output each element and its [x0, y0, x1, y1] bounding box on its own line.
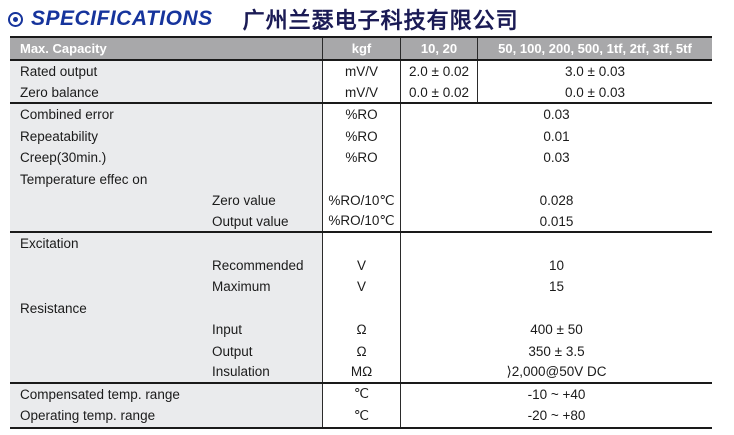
- table-row: Creep(30min.) %RO 0.03: [10, 147, 712, 169]
- row-unit: mV/V: [322, 82, 400, 102]
- row-label: Zero balance: [10, 82, 322, 102]
- table-row: Output Ω 350 ± 3.5: [10, 340, 712, 362]
- row-unit: Ω: [322, 340, 400, 362]
- row-value: 10: [400, 254, 712, 276]
- row-unit: Ω: [322, 319, 400, 341]
- row-unit: MΩ: [322, 362, 400, 382]
- row-unit: V: [322, 254, 400, 276]
- table-row: Resistance: [10, 297, 712, 319]
- row-value: -20 ~ +80: [400, 405, 712, 427]
- bullseye-icon: [8, 11, 23, 27]
- row-unit: V: [322, 276, 400, 298]
- table-row: Insulation MΩ ⟩2,000@50V DC: [10, 362, 712, 384]
- row-value: 350 ± 3.5: [400, 340, 712, 362]
- title-bar: SPECIFICATIONS 广州兰瑟电子科技有限公司: [8, 4, 519, 34]
- row-value: 15: [400, 276, 712, 298]
- row-value-high: 0.0 ± 0.03: [477, 82, 712, 102]
- row-unit: %RO: [322, 125, 400, 147]
- row-value: 0.03: [400, 147, 712, 169]
- company-name: 广州兰瑟电子科技有限公司: [242, 8, 519, 33]
- row-label: Zero value: [10, 190, 322, 212]
- row-value: [400, 168, 712, 190]
- row-label: Rated output: [10, 61, 322, 83]
- row-value: -10 ~ +40: [400, 383, 712, 405]
- row-unit: [322, 297, 400, 319]
- header-range-low: 10, 20: [400, 38, 477, 59]
- row-unit: ℃: [322, 383, 400, 405]
- row-label: Compensated temp. range: [10, 383, 322, 405]
- row-unit: mV/V: [322, 61, 400, 83]
- table-row: Repeatability %RO 0.01: [10, 125, 712, 147]
- row-unit: ℃: [322, 405, 400, 427]
- row-value: [400, 297, 712, 319]
- table-row: Compensated temp. range ℃ -10 ~ +40: [10, 383, 712, 405]
- row-value: 0.028: [400, 190, 712, 212]
- row-unit: [322, 233, 400, 255]
- table-row: Input Ω 400 ± 50: [10, 319, 712, 341]
- table-row: Operating temp. range ℃ -20 ~ +80: [10, 405, 712, 427]
- table-row: Recommended V 10: [10, 254, 712, 276]
- row-label: Resistance: [10, 297, 322, 319]
- table-row: Combined error %RO 0.03: [10, 104, 712, 126]
- row-label: Output value: [10, 211, 322, 231]
- row-value: [400, 233, 712, 255]
- row-label: Excitation: [10, 233, 322, 255]
- page-title: SPECIFICATIONS: [31, 7, 213, 30]
- table-body: Rated output mV/V 2.0 ± 0.02 3.0 ± 0.03 Zero…: [10, 61, 712, 427]
- row-label: Combined error: [10, 104, 322, 126]
- row-value: 400 ± 50: [400, 319, 712, 341]
- row-unit: %RO: [322, 104, 400, 126]
- spec-table: Max. Capacity kgf 10, 20 50, 100, 200, 5…: [10, 36, 712, 429]
- row-label: Creep(30min.): [10, 147, 322, 169]
- table-header: Max. Capacity kgf 10, 20 50, 100, 200, 5…: [10, 38, 712, 61]
- row-unit: [322, 168, 400, 190]
- table-row: Rated output mV/V 2.0 ± 0.02 3.0 ± 0.03: [10, 61, 712, 83]
- table-row: Zero balance mV/V 0.0 ± 0.02 0.0 ± 0.03: [10, 82, 712, 104]
- header-range-high: 50, 100, 200, 500, 1tf, 2tf, 3tf, 5tf: [477, 38, 712, 59]
- table-row: Temperature effec on: [10, 168, 712, 190]
- row-label: Recommended: [10, 254, 322, 276]
- row-label: Output: [10, 340, 322, 362]
- row-value: ⟩2,000@50V DC: [400, 362, 712, 382]
- row-label: Insulation: [10, 362, 322, 382]
- table-row: Zero value %RO/10℃ 0.028: [10, 190, 712, 212]
- row-label: Temperature effec on: [10, 168, 322, 190]
- row-value: 0.01: [400, 125, 712, 147]
- row-value-low: 0.0 ± 0.02: [400, 82, 477, 102]
- table-row: Output value %RO/10℃ 0.015: [10, 211, 712, 233]
- row-value-low: 2.0 ± 0.02: [400, 61, 477, 83]
- row-unit: %RO/10℃: [322, 190, 400, 212]
- row-value: 0.03: [400, 104, 712, 126]
- row-value: 0.015: [400, 211, 712, 231]
- row-label: Maximum: [10, 276, 322, 298]
- row-label: Operating temp. range: [10, 405, 322, 427]
- table-row: Maximum V 15: [10, 276, 712, 298]
- row-value-high: 3.0 ± 0.03: [477, 61, 712, 83]
- row-label: Input: [10, 319, 322, 341]
- row-unit: %RO/10℃: [322, 211, 400, 231]
- table-row: Excitation: [10, 233, 712, 255]
- header-unit: kgf: [322, 38, 400, 59]
- row-unit: %RO: [322, 147, 400, 169]
- header-capacity: Max. Capacity: [20, 41, 107, 56]
- row-label: Repeatability: [10, 125, 322, 147]
